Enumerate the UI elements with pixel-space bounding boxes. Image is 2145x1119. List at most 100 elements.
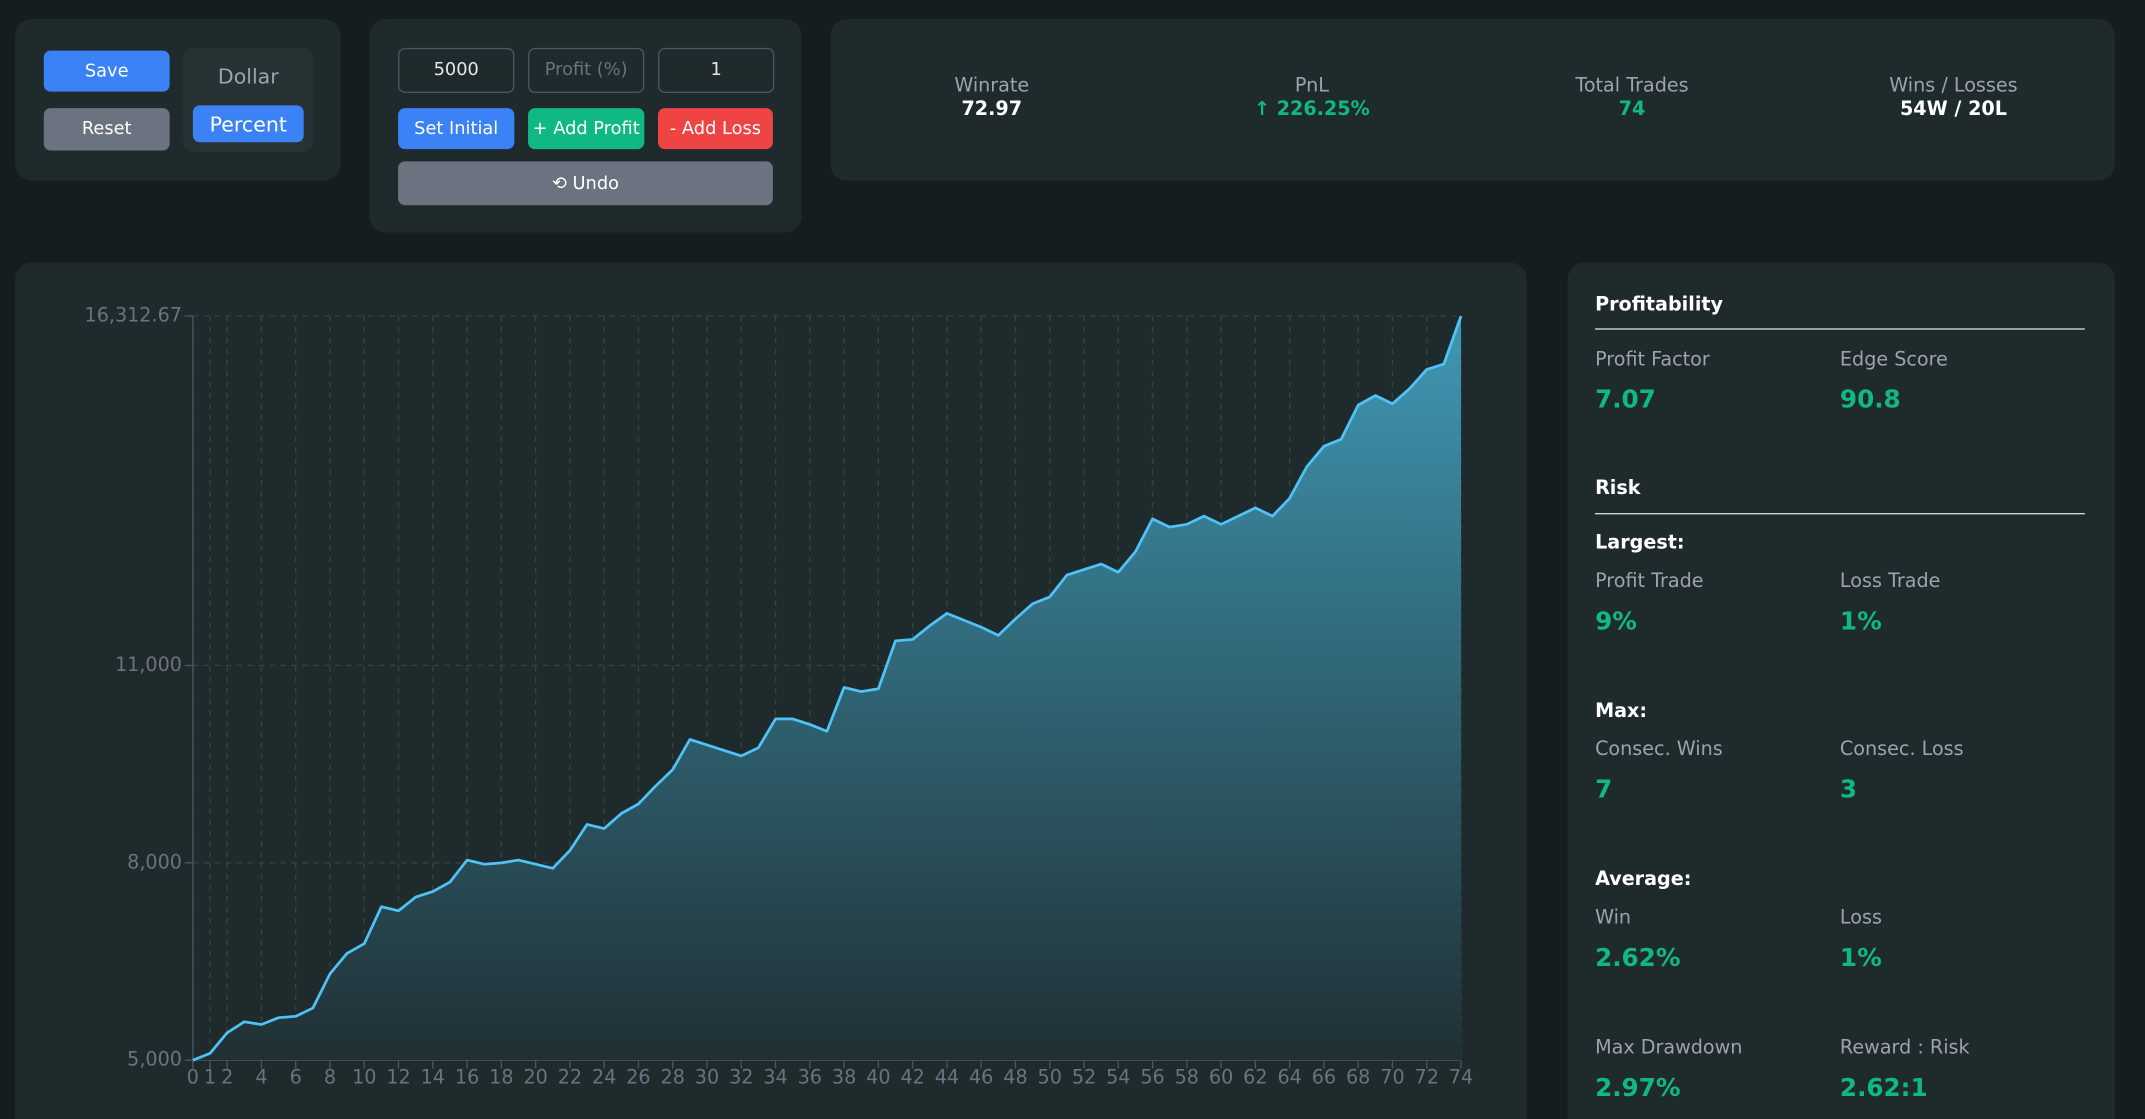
stat-value: 54W / 20L [1899, 98, 2007, 121]
stat-label: Total Trades [1575, 75, 1689, 98]
x-tick-label: 32 [729, 1065, 753, 1088]
sidebar-panel [1567, 262, 2115, 1119]
metric-label: Win [1595, 906, 1632, 929]
x-tick-label: 34 [763, 1065, 787, 1088]
metric-label: Profit Factor [1595, 348, 1710, 371]
x-tick-label: 28 [661, 1065, 685, 1088]
x-tick-label: 8 [324, 1065, 336, 1088]
x-tick-label: 1 [204, 1065, 216, 1088]
y-tick-label: 11,000 [115, 653, 182, 676]
stat-label: Wins / Losses [1889, 75, 2018, 98]
x-tick-label: 72 [1415, 1065, 1439, 1088]
x-tick-label: 10 [352, 1065, 376, 1088]
stat: Winrate 72.97 [855, 75, 1129, 120]
set-initial-button[interactable]: Set Initial [398, 108, 515, 150]
stat-value: ↑ 226.25% [1253, 98, 1370, 121]
stat-value: 74 [1618, 98, 1646, 121]
x-tick-label: 24 [592, 1065, 616, 1088]
x-tick-label: 66 [1312, 1065, 1336, 1088]
add-profit-button[interactable]: + Add Profit [528, 108, 645, 150]
line [192, 315, 1463, 1062]
stats-panel [830, 19, 2115, 181]
y-tick-label: 8,000 [127, 850, 182, 873]
metric-label: Max Drawdown [1595, 1036, 1743, 1059]
metric-value: 1% [1839, 607, 1882, 637]
metric-label: Reward : Risk [1839, 1036, 1970, 1059]
x-tick-label: 12 [386, 1065, 410, 1088]
x-tick-label: 68 [1346, 1065, 1370, 1088]
x-tick-label: 50 [1038, 1065, 1062, 1088]
x-tick-label: 40 [866, 1065, 890, 1088]
metric-value: 2.62% [1595, 943, 1681, 973]
metric-value: 7 [1595, 775, 1613, 805]
x-tick-label: 54 [1106, 1065, 1130, 1088]
section-title: Largest: [1595, 532, 1685, 555]
x-tick-label: 20 [523, 1065, 547, 1088]
x-tick-label: 56 [1140, 1065, 1164, 1088]
x-tick-label: 18 [489, 1065, 513, 1088]
x-tick-label: 52 [1072, 1065, 1096, 1088]
stat: Total Trades 74 [1495, 75, 1769, 120]
percent-toggle[interactable]: Percent [192, 105, 304, 143]
metric-label: Loss [1839, 906, 1882, 929]
x-tick-label: 60 [1209, 1065, 1233, 1088]
y-tick-label: 5,000 [127, 1048, 182, 1071]
metric-value: 7.07 [1595, 385, 1656, 415]
quantity-input[interactable]: 1 [657, 47, 775, 94]
x-tick-label: 30 [695, 1065, 719, 1088]
metric-value: 3 [1839, 775, 1858, 805]
stat: Wins / Losses 54W / 20L [1817, 75, 2091, 120]
add-loss-button[interactable]: - Add Loss [657, 108, 773, 150]
x-tick-label: 46 [969, 1065, 993, 1088]
metric-value: 9% [1595, 607, 1637, 637]
stat-value: 72.97 [961, 98, 1023, 121]
profit-input[interactable]: Profit (%) [528, 47, 645, 94]
x-tick-label: 26 [626, 1065, 650, 1088]
x-tick-label: 70 [1380, 1065, 1404, 1088]
section-title: Average: [1595, 868, 1692, 891]
x-tick-label: 14 [421, 1065, 445, 1088]
x-tick-label: 62 [1243, 1065, 1267, 1088]
x-tick-label: 6 [290, 1065, 302, 1088]
x-tick-label: 36 [798, 1065, 822, 1088]
x-tick-label: 2 [221, 1065, 233, 1088]
x-tick-label: 48 [1003, 1065, 1027, 1088]
stat-label: Winrate [954, 75, 1030, 98]
save-button[interactable]: Save [43, 50, 170, 92]
divider [1595, 512, 2085, 515]
section-title: Profitability [1595, 294, 1724, 317]
undo-button[interactable]: ⟲ Undo [398, 161, 773, 206]
x-tick-label: 38 [832, 1065, 856, 1088]
metric-label: Consec. Loss [1839, 738, 1964, 761]
metric-label: Profit Trade [1595, 570, 1704, 593]
x-tick-label: 4 [255, 1065, 267, 1088]
dollar-toggle[interactable]: Dollar [217, 63, 279, 89]
metric-value: 2.97% [1595, 1073, 1681, 1103]
y-tick-label: 16,312.67 [85, 304, 182, 327]
initial-input[interactable]: 5000 [398, 47, 515, 94]
stat: PnL ↑ 226.25% [1175, 75, 1449, 120]
metric-label: Consec. Wins [1595, 738, 1723, 761]
x-tick-label: 44 [935, 1065, 959, 1088]
x-tick-label: 0 [187, 1065, 199, 1088]
metric-value: 1% [1839, 943, 1882, 973]
area [192, 316, 1462, 1061]
x-tick-label: 64 [1277, 1065, 1301, 1088]
x-tick-label: 16 [455, 1065, 479, 1088]
stat-label: PnL [1294, 75, 1329, 98]
reset-button[interactable]: Reset [43, 108, 170, 151]
section-title: Max: [1595, 700, 1648, 723]
x-tick-label: 42 [900, 1065, 924, 1088]
x-tick-label: 58 [1175, 1065, 1199, 1088]
x-tick-label: 74 [1449, 1065, 1473, 1088]
metric-label: Edge Score [1839, 348, 1948, 371]
x-tick-label: 22 [558, 1065, 582, 1088]
metric-label: Loss Trade [1839, 570, 1941, 593]
metric-value: 90.8 [1839, 385, 1901, 415]
metric-value: 2.62:1 [1839, 1073, 1928, 1103]
section-title: Risk [1595, 477, 1641, 500]
divider [1595, 328, 2085, 330]
